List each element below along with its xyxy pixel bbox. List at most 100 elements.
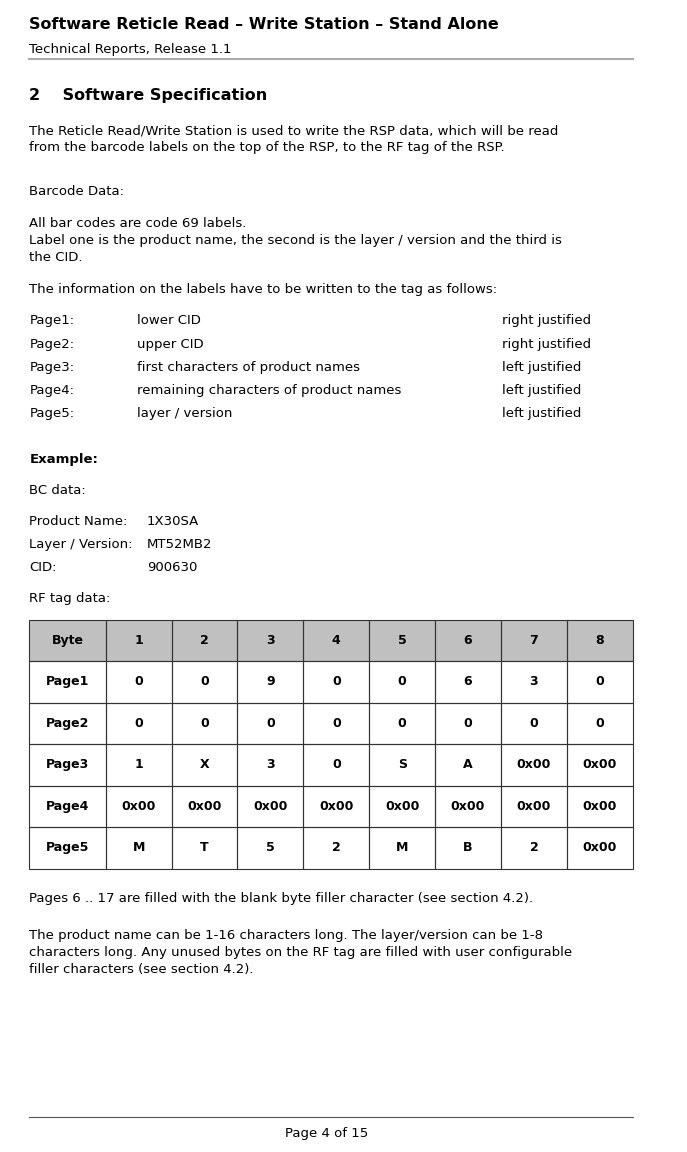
Bar (106, 620, 172, 661)
Bar (30, 703, 106, 744)
Bar (304, 661, 369, 703)
Text: 0: 0 (398, 675, 407, 689)
Bar (30, 827, 106, 869)
Text: Page1: Page1 (46, 675, 89, 689)
Text: Byte: Byte (52, 634, 84, 647)
Bar (238, 744, 304, 786)
Text: right justified: right justified (502, 314, 592, 327)
Bar (238, 827, 304, 869)
Text: Page3: Page3 (46, 758, 89, 772)
Text: 0: 0 (134, 675, 143, 689)
Bar (172, 827, 238, 869)
Bar (435, 661, 501, 703)
Bar (172, 661, 238, 703)
Text: 0x00: 0x00 (451, 799, 485, 813)
Text: S: S (398, 758, 407, 772)
Text: 0: 0 (398, 717, 407, 730)
Text: 0x00: 0x00 (583, 841, 617, 855)
Bar (567, 827, 633, 869)
Text: remaining characters of product names: remaining characters of product names (137, 384, 401, 396)
Text: 3: 3 (266, 758, 275, 772)
Text: B: B (463, 841, 473, 855)
Bar (172, 786, 238, 827)
Text: upper CID: upper CID (137, 338, 203, 350)
Bar (172, 744, 238, 786)
Text: 1: 1 (134, 758, 143, 772)
Bar (501, 786, 567, 827)
Bar (106, 786, 172, 827)
Text: 0: 0 (332, 758, 341, 772)
Bar (304, 703, 369, 744)
Text: 2: 2 (332, 841, 341, 855)
Bar (435, 786, 501, 827)
Bar (30, 744, 106, 786)
Bar (369, 661, 435, 703)
Text: left justified: left justified (502, 407, 582, 419)
Bar (304, 827, 369, 869)
Text: 0: 0 (596, 675, 604, 689)
Bar (238, 620, 304, 661)
Bar (238, 620, 304, 661)
Text: 1: 1 (134, 634, 143, 647)
Bar (369, 703, 435, 744)
Text: M: M (133, 841, 145, 855)
Text: first characters of product names: first characters of product names (137, 361, 360, 373)
Bar (106, 744, 172, 786)
Bar (106, 703, 172, 744)
Text: Page 4 of 15: Page 4 of 15 (284, 1127, 368, 1139)
Bar (238, 786, 304, 827)
Bar (30, 661, 106, 703)
Bar (501, 703, 567, 744)
Text: 0x00: 0x00 (122, 799, 156, 813)
Bar (501, 703, 567, 744)
Text: 0: 0 (200, 675, 209, 689)
Bar (238, 786, 304, 827)
Text: left justified: left justified (502, 361, 582, 373)
Bar (435, 827, 501, 869)
Text: The product name can be 1-16 characters long. The layer/version can be 1-8
chara: The product name can be 1-16 characters … (30, 929, 572, 976)
Text: 0: 0 (464, 717, 473, 730)
Text: CID:: CID: (30, 561, 57, 574)
Bar (172, 827, 238, 869)
Text: layer / version: layer / version (137, 407, 232, 419)
Bar (304, 744, 369, 786)
Text: 0: 0 (266, 717, 275, 730)
Bar (304, 661, 369, 703)
Text: 7: 7 (530, 634, 539, 647)
Bar (30, 786, 106, 827)
Bar (30, 827, 106, 869)
Bar (172, 744, 238, 786)
Text: The information on the labels have to be written to the tag as follows:: The information on the labels have to be… (30, 283, 497, 296)
Text: 0: 0 (530, 717, 539, 730)
Bar (238, 703, 304, 744)
Text: 0: 0 (332, 717, 341, 730)
Bar (567, 786, 633, 827)
Bar (172, 703, 238, 744)
Text: 4: 4 (332, 634, 341, 647)
Bar (567, 661, 633, 703)
Bar (304, 827, 369, 869)
Text: 6: 6 (464, 675, 473, 689)
Bar (567, 744, 633, 786)
Text: MT52MB2: MT52MB2 (147, 538, 212, 551)
Text: 5: 5 (266, 841, 275, 855)
Text: 0x00: 0x00 (319, 799, 354, 813)
Bar (369, 744, 435, 786)
Bar (304, 620, 369, 661)
Bar (106, 786, 172, 827)
Bar (501, 620, 567, 661)
Bar (30, 786, 106, 827)
Bar (106, 827, 172, 869)
Bar (369, 620, 435, 661)
Bar (30, 620, 106, 661)
Bar (30, 661, 106, 703)
Text: Example:: Example: (30, 453, 98, 465)
Text: 0x00: 0x00 (188, 799, 222, 813)
Bar (567, 744, 633, 786)
Text: 0x00: 0x00 (583, 799, 617, 813)
Bar (30, 703, 106, 744)
Text: 0x00: 0x00 (583, 758, 617, 772)
Text: Page4: Page4 (46, 799, 89, 813)
Bar (106, 661, 172, 703)
Bar (567, 703, 633, 744)
